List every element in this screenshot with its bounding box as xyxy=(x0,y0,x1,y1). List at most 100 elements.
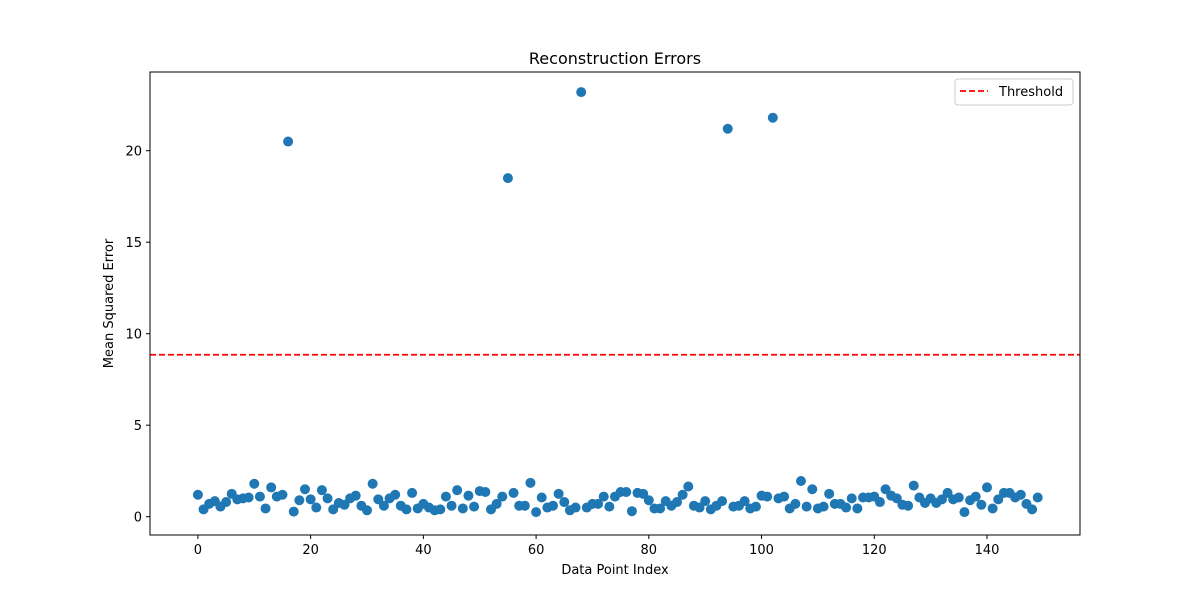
plot-area xyxy=(150,72,1080,535)
data-point xyxy=(328,504,339,515)
data-point xyxy=(683,481,694,492)
data-point xyxy=(525,477,536,488)
data-point xyxy=(767,112,778,123)
data-point xyxy=(959,507,970,518)
data-point xyxy=(987,503,998,514)
data-point xyxy=(700,496,711,507)
data-point xyxy=(717,496,728,507)
y-tick-label: 10 xyxy=(125,328,142,343)
data-point xyxy=(621,486,632,497)
data-point xyxy=(570,502,581,513)
data-point xyxy=(739,496,750,507)
data-point xyxy=(452,485,463,496)
data-point xyxy=(401,504,412,515)
legend-box xyxy=(954,78,1074,106)
data-point xyxy=(502,173,513,184)
data-point xyxy=(672,497,682,508)
data-point xyxy=(446,500,457,511)
data-point xyxy=(790,498,801,509)
y-tick-label: 15 xyxy=(125,236,142,251)
data-point xyxy=(593,498,604,509)
data-point xyxy=(407,487,418,498)
data-point xyxy=(846,493,857,504)
data-point xyxy=(936,494,947,505)
data-point xyxy=(531,507,542,518)
data-point xyxy=(350,490,361,501)
data-point xyxy=(908,480,919,491)
data-point xyxy=(576,87,587,98)
x-tick-label: 100 xyxy=(749,543,774,558)
data-point xyxy=(694,502,705,513)
data-point xyxy=(249,478,260,489)
data-point xyxy=(243,492,254,503)
y-tick-label: 5 xyxy=(134,419,142,434)
x-tick-label: 20 xyxy=(302,543,319,558)
data-point xyxy=(874,497,885,508)
data-point xyxy=(903,500,914,511)
data-point xyxy=(288,506,299,517)
data-point xyxy=(807,484,818,495)
data-point xyxy=(970,491,981,502)
data-point xyxy=(311,502,322,513)
data-point xyxy=(818,501,829,512)
data-point xyxy=(536,492,547,503)
data-point xyxy=(294,495,305,506)
data-point xyxy=(283,136,294,147)
data-point xyxy=(1032,492,1043,503)
data-point xyxy=(266,482,277,493)
data-point xyxy=(548,500,558,511)
data-point xyxy=(440,491,451,502)
data-point xyxy=(457,503,468,514)
data-point xyxy=(553,488,564,499)
data-point xyxy=(491,498,502,509)
y-tick-label: 20 xyxy=(125,145,142,160)
data-point xyxy=(762,491,773,502)
data-point xyxy=(378,500,389,511)
legend-threshold-label: Threshold xyxy=(998,85,1063,100)
data-point xyxy=(722,123,733,134)
data-point xyxy=(1027,504,1038,515)
x-tick-label: 40 xyxy=(415,543,432,558)
data-point xyxy=(300,484,310,495)
y-axis-label: Mean Squared Error xyxy=(102,238,117,368)
data-point xyxy=(519,500,530,511)
x-tick-label: 80 xyxy=(641,543,658,558)
data-point xyxy=(982,482,992,493)
x-tick-label: 0 xyxy=(194,543,202,558)
data-point xyxy=(339,499,350,510)
data-point xyxy=(559,497,570,508)
data-point xyxy=(750,501,761,512)
data-point xyxy=(390,489,401,500)
data-point xyxy=(322,493,333,504)
data-point xyxy=(779,491,790,502)
data-point xyxy=(316,485,327,496)
data-point xyxy=(508,487,519,498)
data-point xyxy=(643,495,654,506)
data-point xyxy=(221,497,232,508)
data-point xyxy=(435,504,446,515)
data-point xyxy=(626,506,637,517)
data-point xyxy=(801,501,812,512)
data-point xyxy=(852,503,863,514)
data-point xyxy=(480,486,491,497)
data-point xyxy=(993,494,1004,505)
data-point xyxy=(942,487,953,498)
x-axis-label: Data Point Index xyxy=(561,563,669,578)
data-point xyxy=(469,501,480,512)
data-point xyxy=(305,494,316,505)
data-point xyxy=(841,502,852,513)
chart-title: Reconstruction Errors xyxy=(529,49,701,68)
data-point xyxy=(277,489,288,500)
plot-frame xyxy=(149,71,1081,536)
data-point xyxy=(367,478,378,489)
data-point xyxy=(373,494,384,505)
data-point xyxy=(260,503,271,514)
data-point xyxy=(953,492,964,503)
data-point xyxy=(497,491,508,502)
data-point xyxy=(254,491,265,502)
x-tick-label: 120 xyxy=(862,543,887,558)
data-point xyxy=(880,484,891,495)
data-point xyxy=(891,493,902,504)
data-point xyxy=(976,499,987,510)
